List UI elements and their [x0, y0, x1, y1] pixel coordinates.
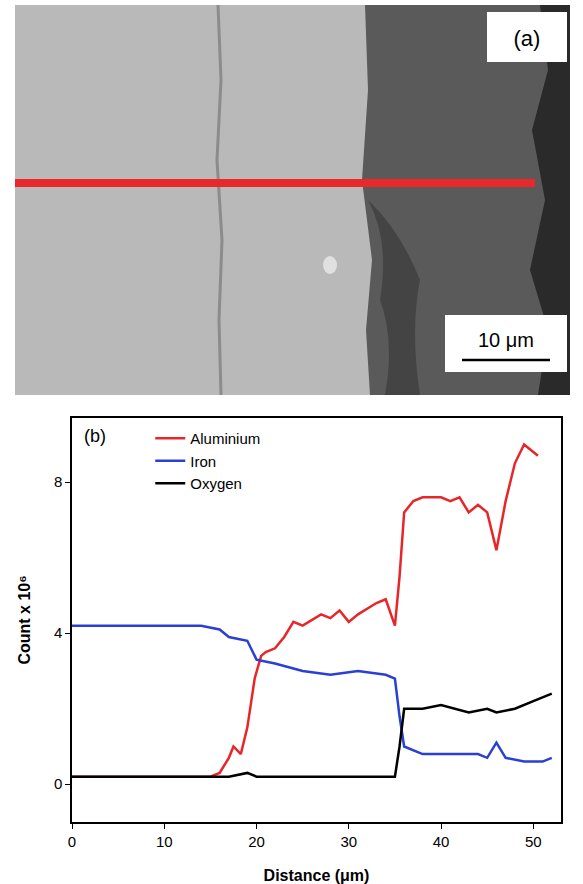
svg-text:30: 30 [340, 833, 357, 850]
svg-text:40: 40 [433, 833, 450, 850]
svg-text:Iron: Iron [190, 453, 216, 470]
svg-text:0: 0 [68, 833, 76, 850]
svg-text:Aluminium: Aluminium [190, 430, 260, 447]
svg-text:Oxygen: Oxygen [190, 475, 242, 492]
svg-text:8: 8 [54, 473, 62, 490]
svg-text:10: 10 [156, 833, 173, 850]
svg-text:0: 0 [54, 775, 62, 792]
svg-text:20: 20 [248, 833, 265, 850]
svg-text:Count x 10⁶: Count x 10⁶ [16, 575, 33, 664]
svg-text:(a): (a) [514, 26, 541, 51]
svg-text:(b): (b) [84, 426, 106, 446]
svg-text:10 μm: 10 μm [478, 329, 534, 351]
svg-text:50: 50 [525, 833, 542, 850]
svg-text:4: 4 [54, 624, 62, 641]
svg-text:Distance (μm): Distance (μm) [264, 867, 370, 884]
